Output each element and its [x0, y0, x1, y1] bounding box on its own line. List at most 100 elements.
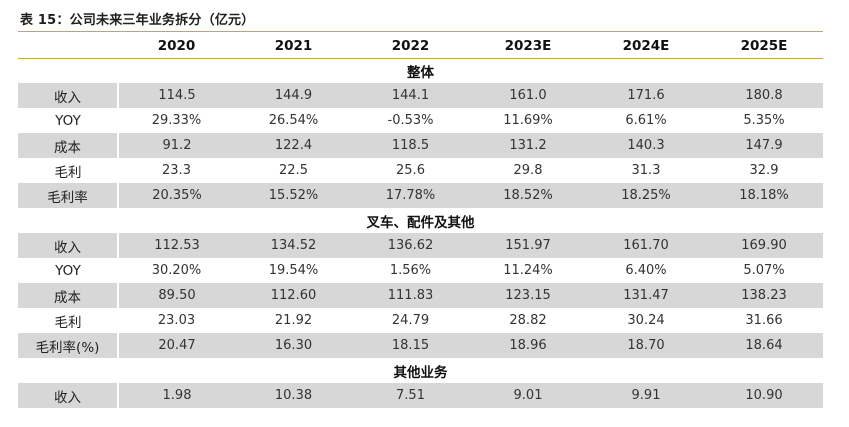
column-header: 2023E — [504, 37, 552, 54]
table-cell: 147.9 — [705, 133, 823, 158]
table-cell: 29.8 — [513, 163, 543, 178]
table-cell: 18.18% — [705, 183, 823, 208]
table-cell: 16.30 — [235, 333, 352, 358]
table-cell: 20.35% — [117, 183, 235, 208]
header-row: 2020 2021 2022 2023E 2024E 2025E — [18, 33, 823, 58]
table-cell: 15.52% — [235, 183, 352, 208]
table-row: YOY 30.20% 19.54% 1.56% 11.24% 6.40% 5.07% — [18, 258, 823, 283]
table-cell: 31.3 — [631, 163, 661, 178]
table-cell: 5.07% — [743, 263, 785, 278]
row-label: YOY — [55, 262, 81, 279]
table-cell: 23.03 — [157, 313, 196, 328]
table-row: 成本 91.2 122.4 118.5 131.2 140.3 147.9 — [18, 133, 823, 158]
row-label: YOY — [55, 112, 81, 129]
table-cell: 28.82 — [509, 313, 547, 328]
table-cell: 9.91 — [587, 383, 705, 408]
table-cell: 111.83 — [352, 283, 469, 308]
row-label: 毛利 — [54, 314, 82, 331]
row-label: 毛利率(%) — [18, 333, 118, 358]
table-cell: 89.50 — [117, 283, 235, 308]
table-cell: 134.52 — [235, 233, 352, 258]
table-cell: 21.92 — [274, 313, 313, 328]
column-header: 2025E — [740, 37, 788, 54]
column-header: 2020 — [157, 37, 196, 54]
table-caption: 表 15：公司未来三年业务拆分（亿元） — [20, 13, 255, 28]
section-title: 整体 — [407, 64, 434, 81]
table-cell: 171.6 — [587, 83, 705, 108]
row-label: 收入 — [18, 83, 118, 108]
table-row: 毛利率(%) 20.47 16.30 18.15 18.96 18.70 18.64 — [18, 333, 823, 358]
table-cell: 18.15 — [352, 333, 469, 358]
table-cell: 1.98 — [117, 383, 235, 408]
table-row: YOY 29.33% 26.54% -0.53% 11.69% 6.61% 5.35% — [18, 108, 823, 133]
section-header-row: 其他业务 — [18, 358, 823, 383]
column-header: 2021 — [274, 37, 313, 54]
table-body: 整体 收入 114.5 144.9 144.1 161.0 171.6 180.8 YOY 29.… — [18, 58, 823, 408]
header-rule — [18, 58, 823, 59]
table-cell: 31.66 — [745, 313, 783, 328]
row-label: 毛利率 — [18, 183, 118, 208]
table-cell: 5.35% — [743, 113, 785, 128]
table-row: 收入 1.98 10.38 7.51 9.01 9.91 10.90 — [18, 383, 823, 408]
table-cell: 20.47 — [117, 333, 235, 358]
section-title: 叉车、配件及其他 — [366, 214, 475, 231]
table-cell: 18.70 — [587, 333, 705, 358]
row-label: 收入 — [18, 383, 118, 408]
table-cell: 25.6 — [396, 163, 425, 178]
table-cell: 32.9 — [749, 163, 779, 178]
row-label: 收入 — [18, 233, 118, 258]
table-cell: 29.33% — [151, 113, 202, 128]
table-cell: 161.70 — [587, 233, 705, 258]
column-header: 2024E — [622, 37, 670, 54]
table-row: 毛利率 20.35% 15.52% 17.78% 18.52% 18.25% 18.18% — [18, 183, 823, 208]
table-cell: 22.5 — [279, 163, 308, 178]
column-header: 2022 — [391, 37, 430, 54]
table-cell: 1.56% — [389, 263, 432, 278]
table-cell: 6.61% — [625, 113, 667, 128]
table-cell: 138.23 — [705, 283, 823, 308]
table-cell: 30.24 — [627, 313, 665, 328]
section-title: 其他业务 — [393, 364, 448, 381]
table-cell: 114.5 — [117, 83, 235, 108]
table-cell: 11.69% — [503, 113, 553, 128]
table-row: 毛利 23.3 22.5 25.6 29.8 31.3 32.9 — [18, 158, 823, 183]
table-cell: 30.20% — [151, 263, 202, 278]
table-row: 毛利 23.03 21.92 24.79 28.82 30.24 31.66 — [18, 308, 823, 333]
table-row: 成本 89.50 112.60 111.83 123.15 131.47 138.23 — [18, 283, 823, 308]
row-label: 毛利 — [54, 164, 82, 181]
table-cell: 11.24% — [503, 263, 553, 278]
table-cell: 10.38 — [235, 383, 352, 408]
table-cell: 9.01 — [469, 383, 587, 408]
table-cell: 118.5 — [352, 133, 469, 158]
table-cell: 18.96 — [469, 333, 587, 358]
table-cell: 180.8 — [705, 83, 823, 108]
table-cell: 91.2 — [117, 133, 235, 158]
table-cell: 161.0 — [469, 83, 587, 108]
table-cell: 17.78% — [352, 183, 469, 208]
table-cell: 26.54% — [268, 113, 319, 128]
table-cell: 23.3 — [162, 163, 191, 178]
table-cell: 18.64 — [705, 333, 823, 358]
section-header-row: 叉车、配件及其他 — [18, 208, 823, 233]
top-rule — [18, 31, 823, 32]
table-cell: 24.79 — [391, 313, 430, 328]
table-cell: 19.54% — [268, 263, 319, 278]
row-label: 成本 — [18, 133, 118, 158]
table-cell: 151.97 — [469, 233, 587, 258]
table-cell: 169.90 — [705, 233, 823, 258]
table-cell: 6.40% — [625, 263, 667, 278]
table-cell: 18.52% — [469, 183, 587, 208]
section-header-row: 整体 — [18, 58, 823, 83]
table-cell: -0.53% — [387, 113, 434, 128]
table-cell: 136.62 — [352, 233, 469, 258]
table-row: 收入 112.53 134.52 136.62 151.97 161.70 169.90 — [18, 233, 823, 258]
table-cell: 144.9 — [235, 83, 352, 108]
table-cell: 144.1 — [352, 83, 469, 108]
table-cell: 112.60 — [235, 283, 352, 308]
table-cell: 140.3 — [587, 133, 705, 158]
table-cell: 123.15 — [469, 283, 587, 308]
table-cell: 131.47 — [587, 283, 705, 308]
business-breakdown-table: 2020 2021 2022 2023E 2024E 2025E 整体 收入 114… — [18, 33, 823, 408]
table-cell: 122.4 — [235, 133, 352, 158]
